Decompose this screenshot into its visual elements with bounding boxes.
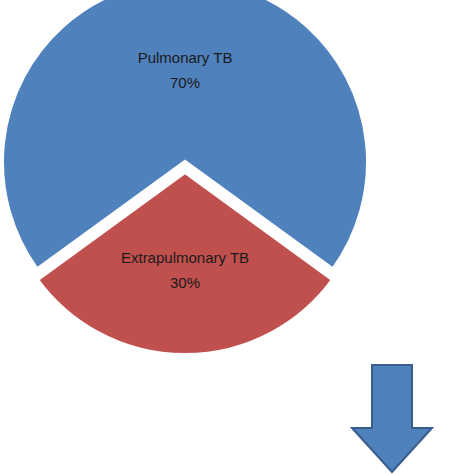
- svg-text:Pulmonary TB70%: Pulmonary TB70%: [138, 49, 233, 91]
- svg-text:Extrapulmonary TB30%: Extrapulmonary TB30%: [121, 249, 249, 291]
